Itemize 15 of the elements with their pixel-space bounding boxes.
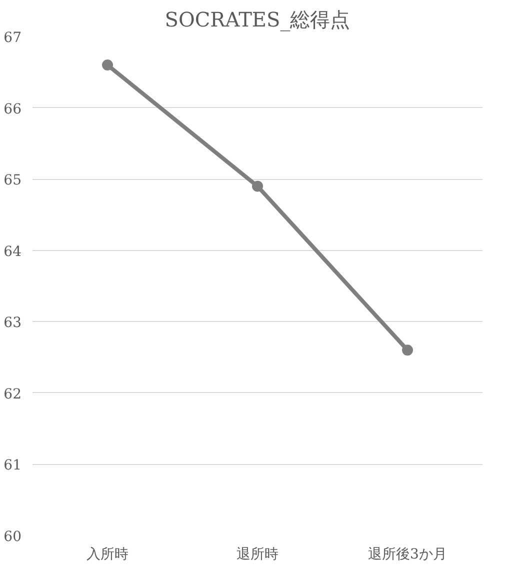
chart-title: SOCRATES_総得点	[164, 8, 350, 32]
y-tick-label: 66	[4, 101, 22, 118]
y-tick-label: 62	[4, 386, 22, 402]
y-tick-label: 64	[4, 244, 22, 260]
point	[402, 344, 413, 356]
point	[102, 60, 113, 71]
x-tick-label: 入所時	[86, 546, 128, 562]
x-tick-label: 退所後3か月	[368, 546, 447, 562]
x-tick-label: 退所時	[236, 546, 278, 562]
y-tick-label: 60	[4, 529, 22, 545]
y-tick-label: 65	[4, 172, 22, 189]
y-tick-label: 63	[4, 315, 22, 332]
point	[252, 180, 263, 192]
y-tick-label: 67	[4, 30, 22, 46]
y-tick-label: 61	[4, 458, 22, 474]
